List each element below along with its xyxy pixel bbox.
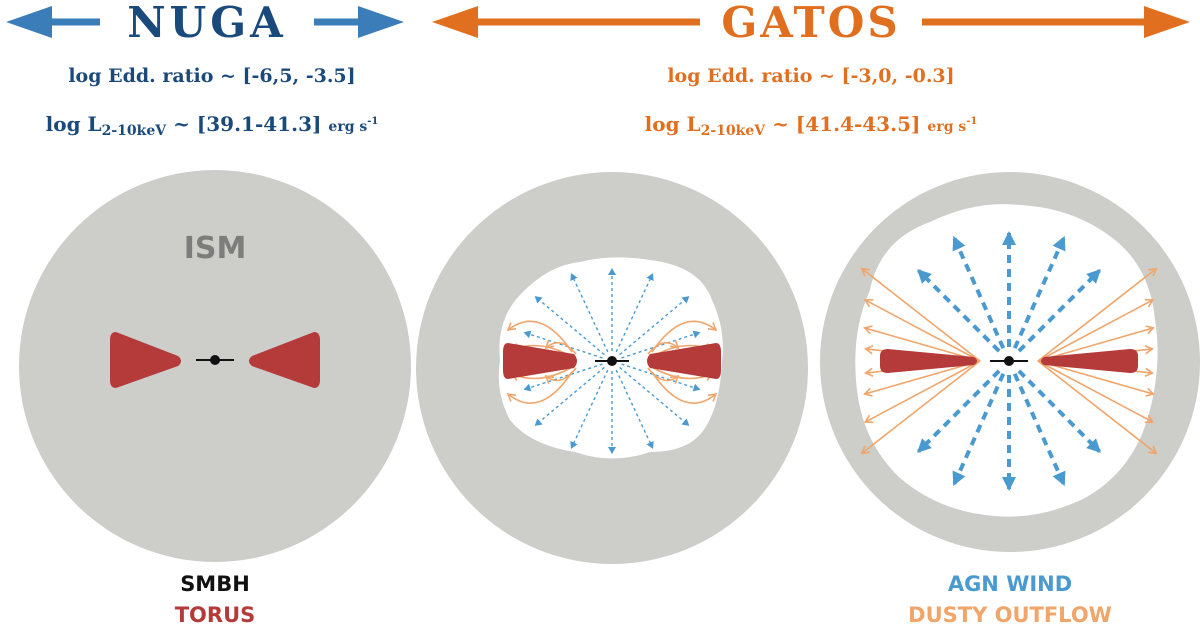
outflow-arrow [544, 367, 577, 384]
smbh-dot [210, 355, 220, 365]
wind-arrow [952, 372, 1006, 487]
gatos-lum-unit-sup: -1 [966, 116, 977, 127]
outflow-arrow [863, 360, 981, 397]
outflow-arrow [863, 360, 981, 424]
gatos-eddington-ratio: log Edd. ratio ~ [-3,0, -0.3] [667, 65, 954, 87]
outflow-arrow [1037, 360, 1155, 397]
wind-arrow [523, 363, 603, 392]
outflow-arrow [651, 320, 718, 353]
nuga-lum-subscript: 2-10keV [102, 123, 168, 139]
legend-torus: TORUS [175, 603, 256, 627]
outflow-arrow [860, 267, 981, 362]
nuga-luminosity: log L2-10keV ~ [39.1-41.3] erg s-1 [46, 112, 379, 139]
gatos-lum-unit: erg s [927, 119, 966, 135]
outflow-arrow [1037, 325, 1155, 362]
torus-left [110, 332, 181, 388]
wind-arrow [917, 269, 1001, 353]
ism-label: ISM [184, 231, 247, 266]
wind-arrow [534, 296, 605, 356]
nuga-label: NUGA [127, 0, 286, 47]
outflow-arrow [863, 325, 981, 362]
legend-dusty-outflow: DUSTY OUTFLOW [908, 603, 1112, 627]
wind-arrow [523, 330, 603, 359]
wind-arrow [615, 273, 654, 353]
wind-arrow [615, 369, 654, 449]
smbh-dot-2 [607, 356, 617, 366]
panel-nuga: ISM [19, 170, 411, 562]
outflow-arrow [506, 371, 573, 404]
outflow-arrow [1037, 267, 1158, 362]
nuga-lum-range: ~ [39.1-41.3] [166, 112, 328, 136]
wind-arrow [619, 366, 690, 426]
gatos-lum-range: ~ [41.4-43.5] [765, 112, 927, 136]
outflow-arrow [863, 298, 981, 362]
ism-circle [19, 170, 411, 562]
outflow-arrow [860, 360, 981, 455]
wind-arrow [570, 369, 609, 449]
nuga-eddington-ratio: log Edd. ratio ~ [-6,5, -3.5] [68, 65, 355, 87]
nuga-lum-prefix: log L [46, 112, 102, 136]
nuga-lum-unit-sup: -1 [367, 116, 378, 127]
wind-arrow [1017, 369, 1101, 453]
outflow-arrow [1037, 360, 1155, 424]
outflow-arrow [647, 367, 680, 384]
torus-right [249, 332, 320, 388]
wind-arrow [952, 235, 1006, 350]
wind-arrow [534, 366, 605, 426]
gatos-label: GATOS [721, 0, 900, 47]
gatos-lum-subscript: 2-10keV [701, 123, 767, 139]
gatos-luminosity: log L2-10keV ~ [41.4-43.5] erg s-1 [645, 112, 978, 139]
agn-wind-arrows-large [917, 231, 1101, 491]
wind-arrow [1012, 235, 1066, 350]
wind-arrow [621, 363, 701, 392]
outflow-arrow [506, 320, 573, 353]
outflow-arrow [544, 340, 577, 355]
torus-left-2 [503, 343, 577, 379]
outflow-arrow [1037, 298, 1155, 362]
smbh-dot-3 [1004, 356, 1014, 366]
wind-arrow [917, 369, 1001, 453]
wind-arrow [621, 330, 701, 359]
legend-smbh: SMBH [180, 572, 250, 596]
wind-arrow [570, 273, 609, 353]
torus-left-3 [880, 349, 977, 373]
outflow-arrow [651, 371, 718, 404]
agn-wind-arrows-small [523, 268, 701, 454]
torus-right-2 [647, 343, 721, 379]
panel-gatos-early [416, 172, 808, 564]
nuga-lum-unit: erg s [328, 119, 367, 135]
wind-arrow [1017, 269, 1101, 353]
wind-arrow [1012, 372, 1066, 487]
outflow-arrow [1037, 360, 1158, 455]
panel-gatos-late [820, 172, 1200, 552]
legend-agn-wind: AGN WIND [948, 572, 1072, 596]
torus-right-3 [1041, 349, 1138, 373]
outflow-arrow [647, 340, 680, 355]
gatos-lum-prefix: log L [645, 112, 701, 136]
wind-arrow [619, 296, 690, 356]
